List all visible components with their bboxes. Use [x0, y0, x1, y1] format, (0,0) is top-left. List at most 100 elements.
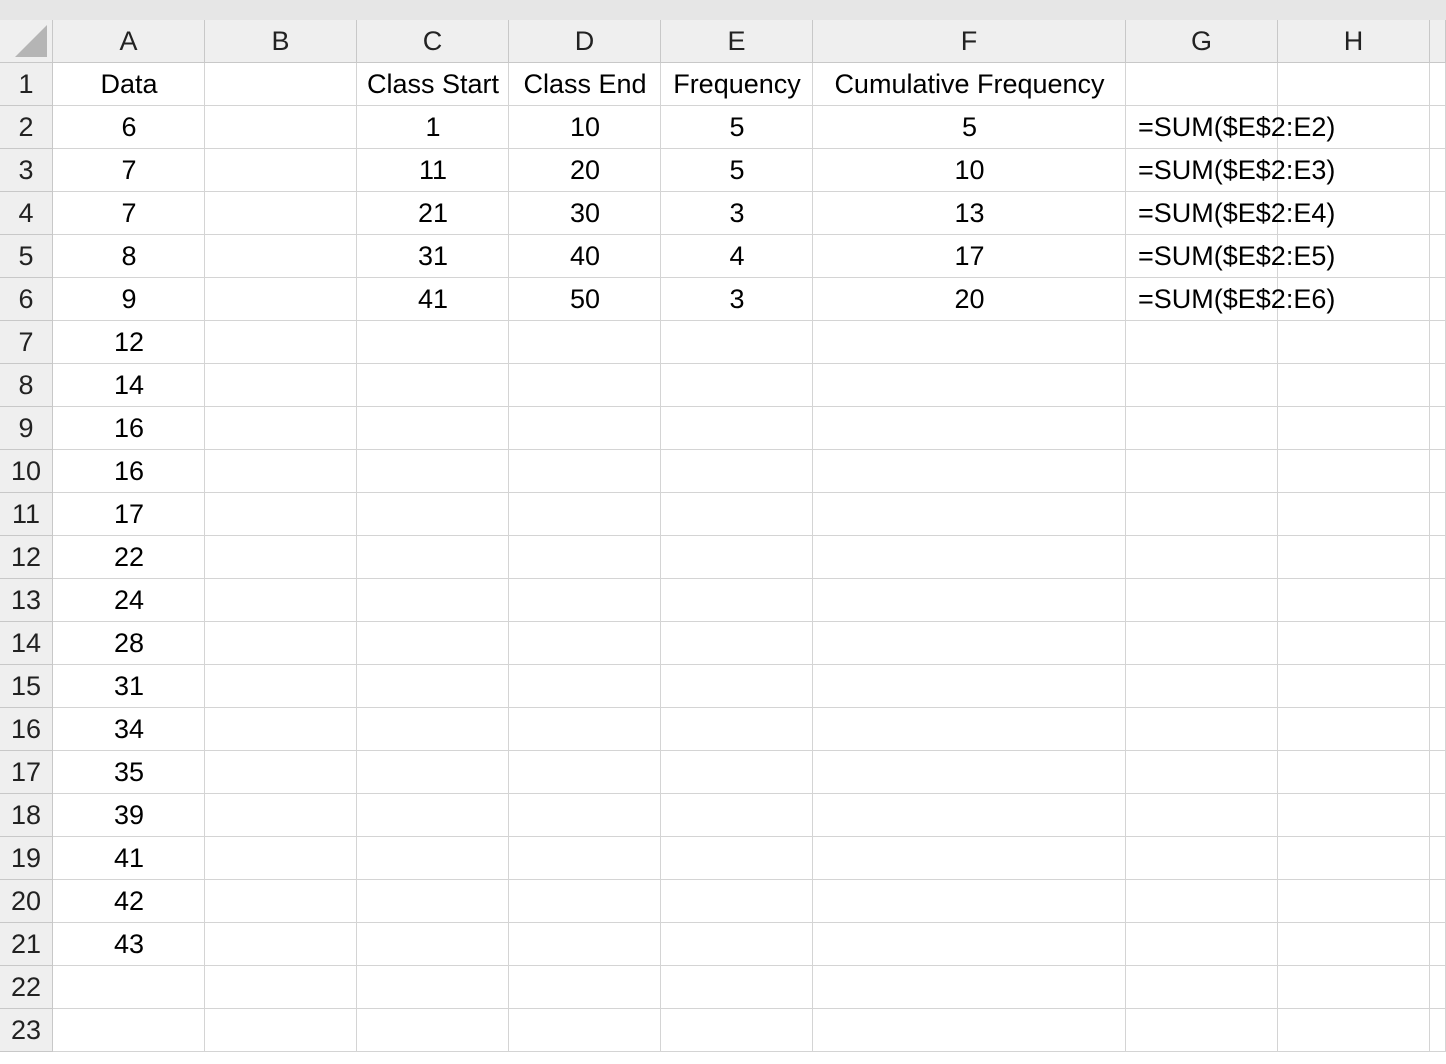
- cell[interactable]: [813, 407, 1126, 450]
- cell[interactable]: [1430, 794, 1446, 837]
- cell[interactable]: [661, 192, 813, 235]
- cell[interactable]: [813, 192, 1126, 235]
- cell[interactable]: [357, 278, 509, 321]
- cell[interactable]: [1430, 321, 1446, 364]
- cell[interactable]: [661, 149, 813, 192]
- row-header[interactable]: 17: [0, 751, 53, 794]
- cell[interactable]: [357, 665, 509, 708]
- cell[interactable]: [661, 106, 813, 149]
- cell[interactable]: [53, 192, 205, 235]
- cell[interactable]: [53, 966, 205, 1009]
- cell[interactable]: [509, 1009, 661, 1052]
- cell[interactable]: [509, 106, 661, 149]
- cell[interactable]: [357, 837, 509, 880]
- cell[interactable]: [509, 321, 661, 364]
- cell[interactable]: [1278, 579, 1430, 622]
- cell[interactable]: [1126, 966, 1278, 1009]
- cell[interactable]: [53, 278, 205, 321]
- cell[interactable]: [205, 321, 357, 364]
- cell[interactable]: [357, 149, 509, 192]
- cell[interactable]: [1278, 149, 1430, 192]
- row-header[interactable]: 19: [0, 837, 53, 880]
- cell[interactable]: [357, 493, 509, 536]
- cell[interactable]: [53, 708, 205, 751]
- cell[interactable]: [661, 407, 813, 450]
- cell[interactable]: [53, 1009, 205, 1052]
- cell[interactable]: [1278, 622, 1430, 665]
- cell[interactable]: [1430, 622, 1446, 665]
- cell[interactable]: [509, 536, 661, 579]
- cell[interactable]: [661, 751, 813, 794]
- cell[interactable]: [205, 278, 357, 321]
- cell[interactable]: [1278, 192, 1430, 235]
- cell[interactable]: [1430, 149, 1446, 192]
- cell[interactable]: [661, 665, 813, 708]
- column-header[interactable]: A: [53, 20, 205, 63]
- cell[interactable]: [1126, 63, 1278, 106]
- cell[interactable]: [357, 192, 509, 235]
- cell[interactable]: [1278, 923, 1430, 966]
- cell[interactable]: [1430, 579, 1446, 622]
- cell[interactable]: [1430, 665, 1446, 708]
- cell[interactable]: [661, 966, 813, 1009]
- cell[interactable]: [1126, 751, 1278, 794]
- cell[interactable]: [813, 837, 1126, 880]
- cell[interactable]: [509, 364, 661, 407]
- cell[interactable]: [509, 579, 661, 622]
- cell[interactable]: [205, 794, 357, 837]
- cell[interactable]: [661, 364, 813, 407]
- cell[interactable]: [53, 493, 205, 536]
- cell[interactable]: [357, 536, 509, 579]
- cell[interactable]: [1430, 751, 1446, 794]
- cell[interactable]: [1430, 407, 1446, 450]
- cell[interactable]: [1126, 536, 1278, 579]
- cell[interactable]: [509, 708, 661, 751]
- cell[interactable]: [1278, 536, 1430, 579]
- cell[interactable]: [509, 493, 661, 536]
- row-header[interactable]: 16: [0, 708, 53, 751]
- cell[interactable]: [813, 880, 1126, 923]
- cell[interactable]: [1430, 106, 1446, 149]
- row-header[interactable]: 8: [0, 364, 53, 407]
- row-header[interactable]: 7: [0, 321, 53, 364]
- cell[interactable]: [205, 63, 357, 106]
- cell[interactable]: [661, 235, 813, 278]
- cell[interactable]: [813, 923, 1126, 966]
- row-header[interactable]: 3: [0, 149, 53, 192]
- cell[interactable]: [1126, 450, 1278, 493]
- cell[interactable]: [661, 1009, 813, 1052]
- cell[interactable]: [1278, 235, 1430, 278]
- cell[interactable]: [357, 708, 509, 751]
- cell[interactable]: [1126, 708, 1278, 751]
- cell[interactable]: [1278, 837, 1430, 880]
- cell[interactable]: [509, 149, 661, 192]
- cell[interactable]: [205, 966, 357, 1009]
- cell[interactable]: [53, 106, 205, 149]
- cell[interactable]: [1278, 407, 1430, 450]
- cell[interactable]: [205, 579, 357, 622]
- row-header[interactable]: 23: [0, 1009, 53, 1052]
- cell[interactable]: [357, 63, 509, 106]
- cell[interactable]: [53, 149, 205, 192]
- cell[interactable]: [661, 880, 813, 923]
- cell[interactable]: [813, 278, 1126, 321]
- cell[interactable]: [53, 321, 205, 364]
- cell[interactable]: [1430, 493, 1446, 536]
- cell[interactable]: [1278, 106, 1430, 149]
- cell[interactable]: [813, 536, 1126, 579]
- cell[interactable]: [53, 923, 205, 966]
- cell[interactable]: [1126, 407, 1278, 450]
- cell[interactable]: [53, 450, 205, 493]
- cell[interactable]: [1430, 278, 1446, 321]
- cell[interactable]: [1278, 63, 1430, 106]
- cell[interactable]: [205, 149, 357, 192]
- cell[interactable]: [357, 751, 509, 794]
- cell[interactable]: [1126, 880, 1278, 923]
- cell[interactable]: [205, 1009, 357, 1052]
- cell[interactable]: [53, 235, 205, 278]
- cell[interactable]: [661, 923, 813, 966]
- cell[interactable]: [53, 536, 205, 579]
- cell[interactable]: [1278, 794, 1430, 837]
- cell[interactable]: [53, 751, 205, 794]
- column-header[interactable]: [1430, 20, 1446, 63]
